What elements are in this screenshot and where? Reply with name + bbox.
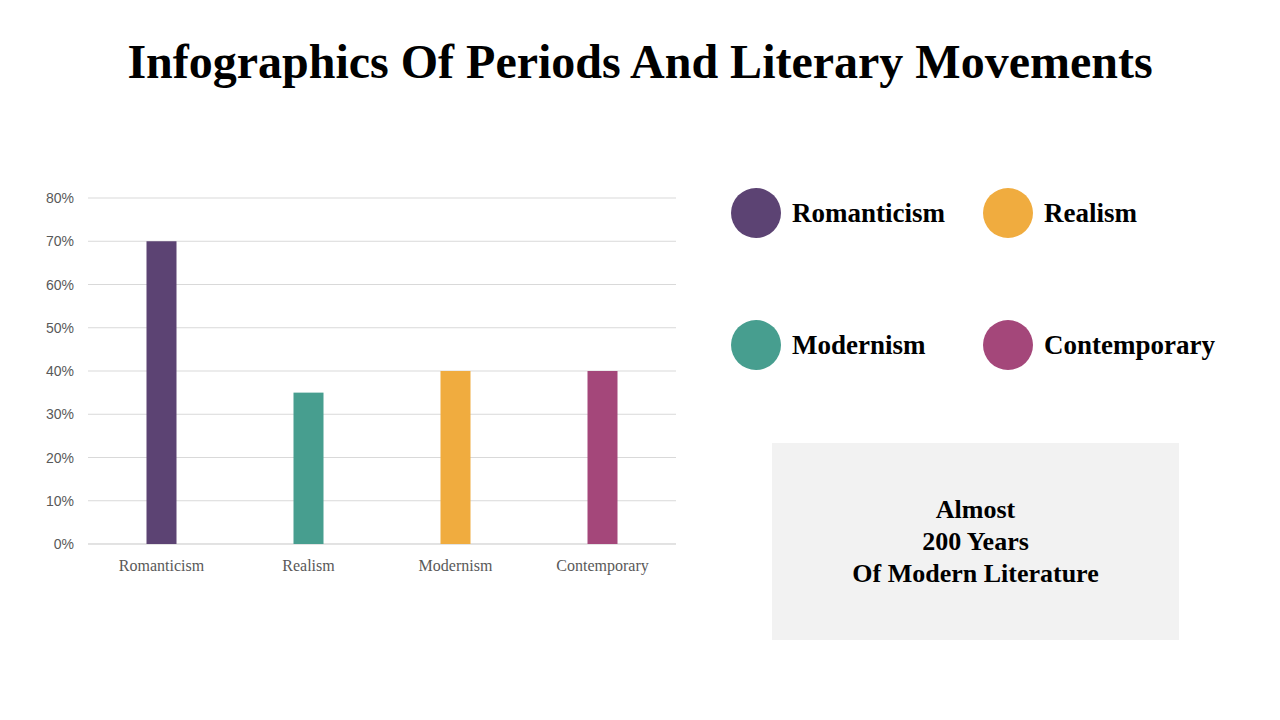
note-line: Almost xyxy=(936,495,1016,524)
y-tick-label: 30% xyxy=(46,406,74,422)
note-background xyxy=(772,443,1179,640)
y-tick-label: 40% xyxy=(46,363,74,379)
x-tick-label: Romanticism xyxy=(119,557,205,574)
y-tick-label: 0% xyxy=(54,536,74,552)
bars xyxy=(147,241,618,544)
bar xyxy=(441,371,471,544)
legend-item: Modernism xyxy=(731,320,926,370)
x-axis: Romanticism Realism Modernism Contemporary xyxy=(119,557,649,575)
y-tick-label: 20% xyxy=(46,450,74,466)
x-tick-label: Realism xyxy=(282,557,335,574)
note-box: Almost 200 Years Of Modern Literature xyxy=(772,443,1179,640)
bar xyxy=(294,393,324,544)
title: Infographics Of Periods And Literary Mov… xyxy=(127,35,1152,88)
legend-label: Contemporary xyxy=(1044,330,1215,360)
canvas: Infographics Of Periods And Literary Mov… xyxy=(0,0,1280,720)
bar xyxy=(147,241,177,544)
legend-swatch xyxy=(983,188,1033,238)
note-line: 200 Years xyxy=(922,527,1029,556)
y-tick-label: 10% xyxy=(46,493,74,509)
y-tick-label: 50% xyxy=(46,320,74,336)
legend-swatch xyxy=(983,320,1033,370)
note-line: Of Modern Literature xyxy=(852,559,1098,588)
y-axis: 0% 10% 20% 30% 40% 50% 60% 70% 80% xyxy=(46,190,676,552)
bar xyxy=(588,371,618,544)
legend-item: Romanticism xyxy=(731,188,945,238)
legend: Romanticism Realism Modernism Contemporary xyxy=(731,188,1215,370)
legend-item: Realism xyxy=(983,188,1137,238)
grid-line xyxy=(88,198,676,199)
legend-swatch xyxy=(731,188,781,238)
x-tick-label: Modernism xyxy=(419,557,493,574)
x-tick-label: Contemporary xyxy=(556,557,648,575)
legend-label: Realism xyxy=(1044,198,1137,228)
y-tick-label: 70% xyxy=(46,233,74,249)
legend-swatch xyxy=(731,320,781,370)
legend-item: Contemporary xyxy=(983,320,1215,370)
y-tick-label: 80% xyxy=(46,190,74,206)
legend-label: Modernism xyxy=(792,330,926,360)
y-tick-label: 60% xyxy=(46,277,74,293)
legend-label: Romanticism xyxy=(792,198,945,228)
